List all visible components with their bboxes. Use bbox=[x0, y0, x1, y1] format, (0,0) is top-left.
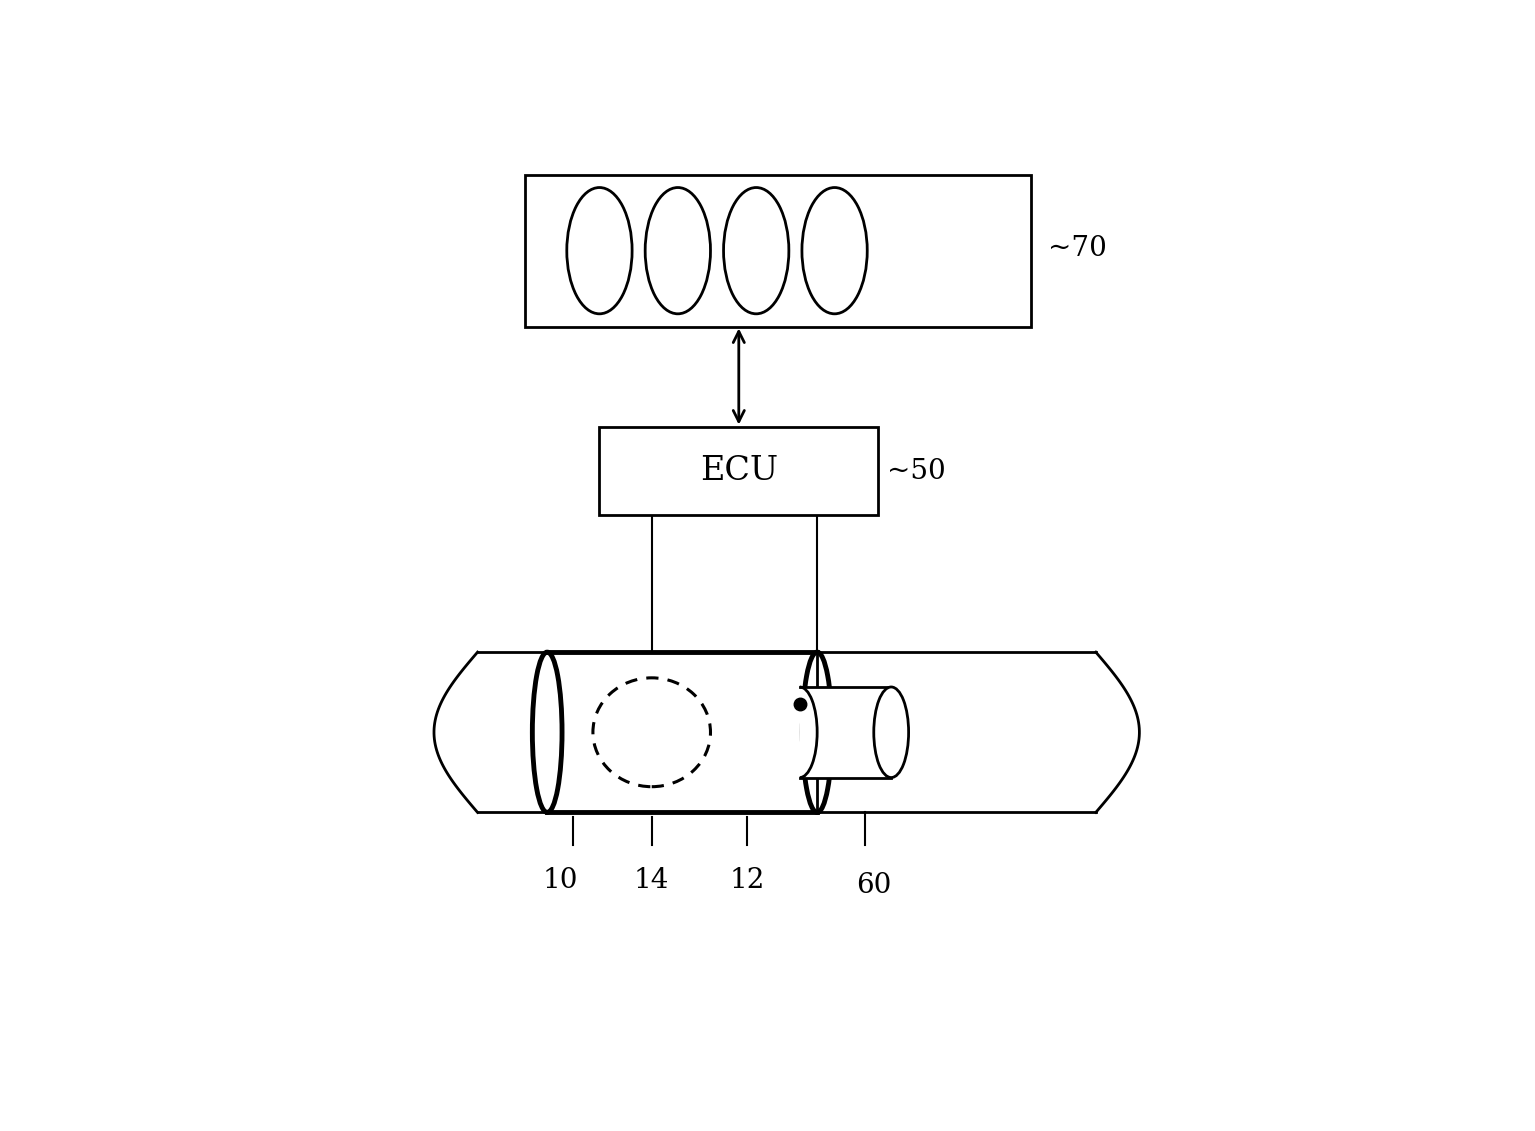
Text: ECU: ECU bbox=[700, 455, 778, 487]
Text: 12: 12 bbox=[729, 867, 764, 895]
Bar bbox=[525, 175, 1030, 327]
Ellipse shape bbox=[801, 188, 867, 313]
Bar bbox=[800, 687, 892, 777]
Bar bbox=[600, 428, 878, 515]
Ellipse shape bbox=[566, 188, 632, 313]
Text: 60: 60 bbox=[857, 872, 892, 899]
Ellipse shape bbox=[803, 653, 832, 812]
Bar bbox=[546, 653, 817, 812]
Text: 10: 10 bbox=[542, 867, 579, 895]
Ellipse shape bbox=[645, 188, 711, 313]
Text: ~70: ~70 bbox=[1048, 235, 1107, 262]
Ellipse shape bbox=[723, 188, 789, 313]
Ellipse shape bbox=[533, 653, 562, 812]
Text: ~50: ~50 bbox=[887, 458, 946, 484]
Ellipse shape bbox=[873, 687, 909, 777]
Text: 14: 14 bbox=[634, 867, 669, 895]
